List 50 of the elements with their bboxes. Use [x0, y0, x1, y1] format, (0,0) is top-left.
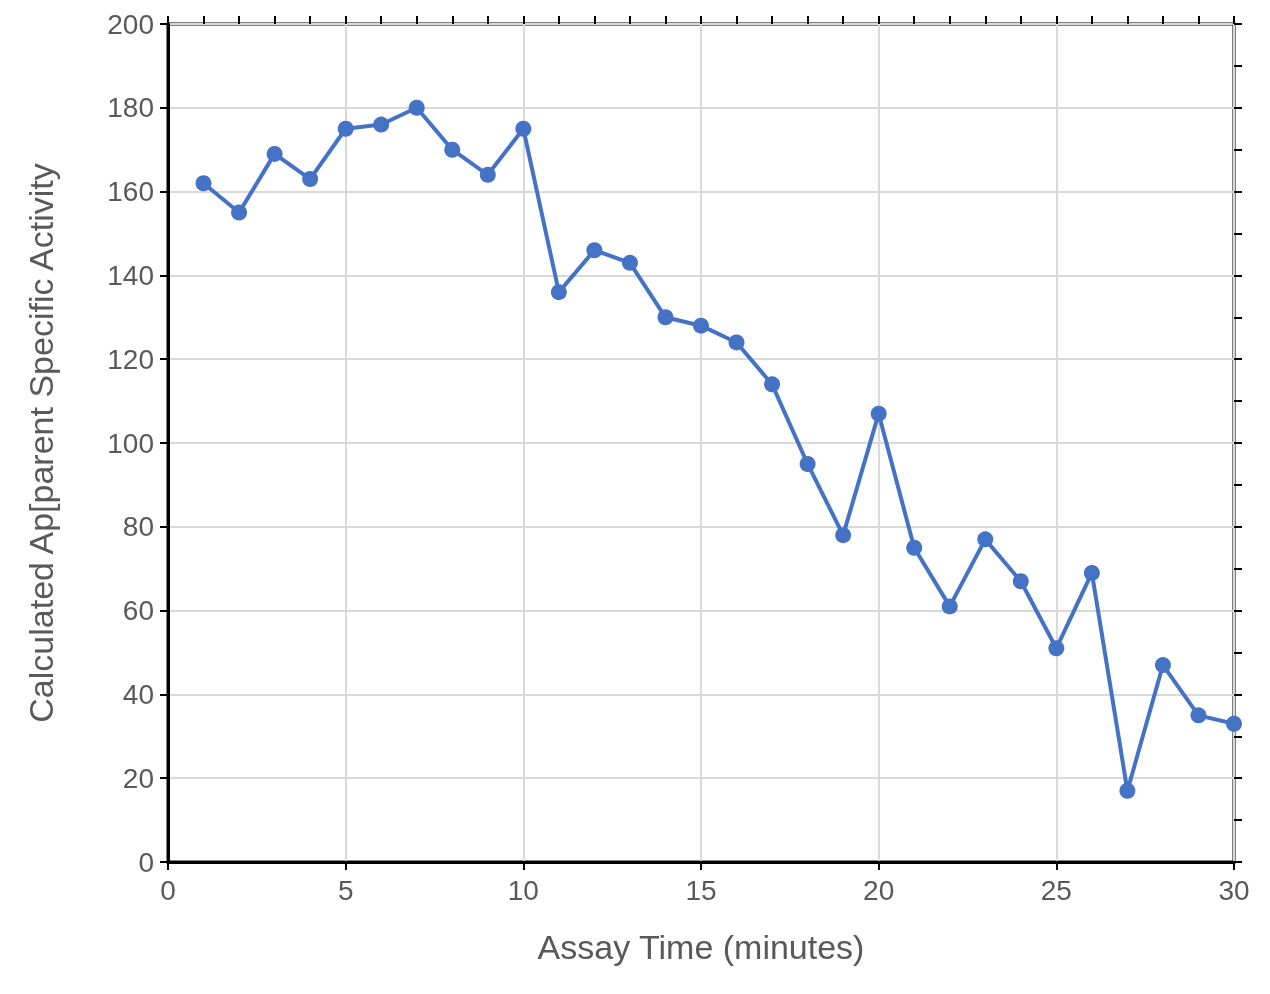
point: [799, 455, 816, 472]
point: [693, 317, 709, 334]
y-tick-label: 120: [107, 343, 154, 375]
y-tick-label: 160: [107, 176, 154, 208]
point: [1190, 707, 1207, 724]
y-tick-label: 100: [107, 427, 154, 459]
point: [1226, 715, 1242, 732]
x-tick-label: 25: [1040, 874, 1072, 906]
point: [337, 120, 354, 137]
point: [764, 376, 781, 393]
point: [408, 99, 425, 116]
point: [728, 334, 745, 351]
y-tick-label: 20: [122, 762, 154, 794]
point: [515, 120, 532, 137]
point: [479, 166, 496, 183]
point: [1154, 657, 1171, 674]
point: [444, 141, 461, 158]
y-tick-label: 40: [122, 678, 154, 710]
y-tick-label: 80: [122, 511, 154, 543]
y-tick-label: 0: [138, 846, 154, 878]
point: [835, 527, 852, 544]
point: [231, 204, 248, 221]
point: [550, 284, 567, 301]
point: [266, 145, 283, 162]
point: [941, 598, 958, 615]
point: [621, 254, 638, 271]
x-axis-title: Assay Time (minutes): [537, 928, 865, 966]
y-tick-label: 140: [107, 259, 154, 291]
point: [1119, 782, 1136, 799]
x-tick-label: 30: [1218, 874, 1250, 906]
x-tick-label: 10: [507, 874, 539, 906]
y-axis-title: Calculated Ap[parent Specific Activity: [22, 163, 60, 723]
point: [906, 539, 923, 556]
point: [1048, 640, 1065, 657]
x-tick-label: 0: [160, 874, 176, 906]
point: [195, 175, 212, 192]
point: [373, 116, 390, 133]
point: [657, 309, 674, 326]
point: [586, 242, 603, 259]
x-tick-label: 15: [685, 874, 717, 906]
point: [870, 405, 887, 422]
y-tick-label: 180: [107, 92, 154, 124]
y-tick-label: 60: [122, 595, 154, 627]
point: [1083, 564, 1100, 581]
x-tick-label: 20: [863, 874, 895, 906]
x-tick-label: 5: [337, 874, 354, 906]
y-tick-label: 200: [107, 8, 154, 40]
point: [1012, 573, 1029, 590]
point: [302, 171, 319, 188]
point: [977, 531, 994, 548]
